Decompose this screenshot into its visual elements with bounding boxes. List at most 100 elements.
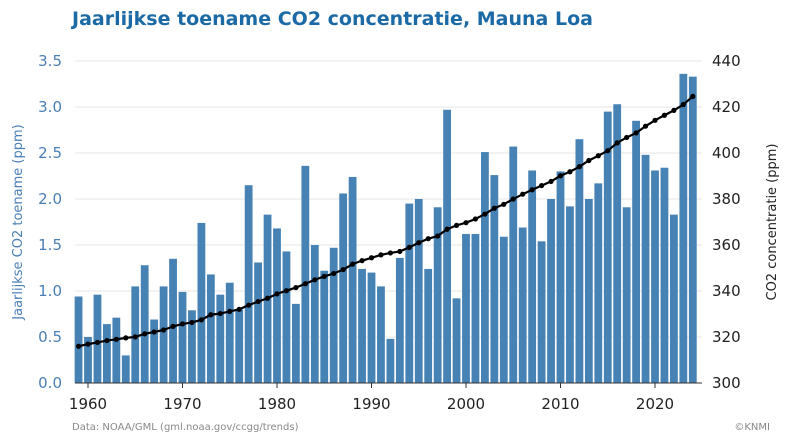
bar-2001 <box>471 233 480 383</box>
y-tick-label: 0.0 <box>38 374 62 392</box>
co2-point-1994 <box>406 244 412 250</box>
co2-point-1997 <box>435 233 441 239</box>
co2-point-1985 <box>321 273 327 279</box>
co2-point-2002 <box>482 211 488 217</box>
co2-point-1990 <box>368 255 375 261</box>
co2-point-1968 <box>161 327 167 333</box>
co2-point-1996 <box>425 236 431 242</box>
co2-point-1959 <box>75 343 82 349</box>
y2-tick-label: 380 <box>712 190 741 208</box>
co2-point-1988 <box>350 261 356 267</box>
bar-2014 <box>594 183 603 383</box>
co2-point-1965 <box>132 334 138 340</box>
bar-2018 <box>632 120 640 384</box>
bar-1972 <box>197 222 206 383</box>
co2-point-1974 <box>217 310 223 317</box>
co2-point-2011 <box>567 169 573 175</box>
co2-point-2004 <box>501 201 507 207</box>
co2-point-1981 <box>283 288 290 294</box>
chart-title: Jaarlijkse toename CO2 concentratie, Mau… <box>72 8 593 30</box>
co2-point-2023 <box>680 101 686 108</box>
y-tick-label: 0.5 <box>38 328 62 346</box>
bar-1977 <box>244 185 253 383</box>
data-source: Data: NOAA/GML (gml.noaa.gov/ccgg/trends… <box>72 422 299 433</box>
bar-1983 <box>301 165 310 383</box>
co2-point-1971 <box>189 319 195 326</box>
bar-2020 <box>651 170 659 383</box>
bar-1975 <box>225 282 234 383</box>
bar-2017 <box>622 207 631 383</box>
co2-point-2013 <box>586 157 592 164</box>
co2-point-1999 <box>453 222 460 228</box>
co2-point-1979 <box>264 295 271 301</box>
co2-point-1977 <box>246 302 252 308</box>
bar-1986 <box>329 247 338 383</box>
co2-point-1983 <box>302 281 308 287</box>
y2-tick-label: 320 <box>712 328 741 346</box>
y2-tick-label: 340 <box>712 282 741 300</box>
bar-1966 <box>140 265 149 383</box>
co2-point-1969 <box>170 323 176 329</box>
co2-point-1960 <box>85 341 91 347</box>
bar-1991 <box>377 286 385 383</box>
co2-point-2018 <box>633 130 639 136</box>
co2-point-2017 <box>624 134 630 141</box>
bar-2024 <box>688 76 697 383</box>
bar-2016 <box>613 104 622 384</box>
bar-2019 <box>641 154 650 383</box>
bar-1959 <box>74 296 83 383</box>
bar-2012 <box>575 139 584 383</box>
bar-1963 <box>112 317 121 383</box>
co2-point-1995 <box>416 240 422 246</box>
x-tick-label: 1990 <box>352 395 390 413</box>
co2-point-1984 <box>312 277 318 283</box>
y2-tick-label: 420 <box>712 98 741 116</box>
bar-1973 <box>206 274 215 383</box>
co2-point-1989 <box>359 258 365 264</box>
bar-2011 <box>566 206 574 383</box>
bar-2005 <box>509 146 518 383</box>
x-tick-label: 2020 <box>636 395 674 413</box>
bar-1988 <box>348 176 357 383</box>
bar-1961 <box>93 294 102 383</box>
bar-2015 <box>603 111 612 383</box>
bar-2009 <box>547 199 555 383</box>
bar-1976 <box>235 309 244 383</box>
co2-point-1998 <box>444 226 450 232</box>
y-tick-label: 1.5 <box>38 236 62 254</box>
co2-point-1992 <box>387 250 393 256</box>
y2-tick-label: 300 <box>712 374 741 392</box>
co2-point-2024 <box>690 93 696 99</box>
co2-point-1976 <box>236 306 242 312</box>
x-tick-label: 2000 <box>447 395 485 413</box>
bar-1994 <box>405 203 414 383</box>
bar-1964 <box>121 355 130 383</box>
co2-point-1993 <box>397 248 403 255</box>
bar-1968 <box>159 286 168 383</box>
co2-point-2009 <box>548 178 554 185</box>
bar-2022 <box>670 214 678 383</box>
co2-point-1982 <box>293 284 299 291</box>
y2-tick-label: 400 <box>712 144 741 162</box>
bar-1989 <box>358 268 366 383</box>
bar-2006 <box>518 227 527 383</box>
bar-1981 <box>282 251 291 383</box>
co2-point-2019 <box>642 123 649 129</box>
y2-tick-label: 440 <box>712 52 741 70</box>
co2-point-1962 <box>104 337 110 344</box>
y-tick-label: 2.0 <box>38 190 62 208</box>
bar-2003 <box>490 175 499 383</box>
bar-1987 <box>339 193 348 383</box>
co2-point-1966 <box>142 331 148 337</box>
bar-1978 <box>254 262 262 383</box>
bar-2021 <box>660 167 669 383</box>
co2-point-2020 <box>652 117 658 123</box>
bar-2004 <box>499 236 508 383</box>
bar-1971 <box>188 310 196 383</box>
co2-point-2001 <box>472 216 479 222</box>
co2-point-1978 <box>255 298 261 305</box>
bar-1962 <box>103 324 111 383</box>
bar-2013 <box>584 199 593 383</box>
